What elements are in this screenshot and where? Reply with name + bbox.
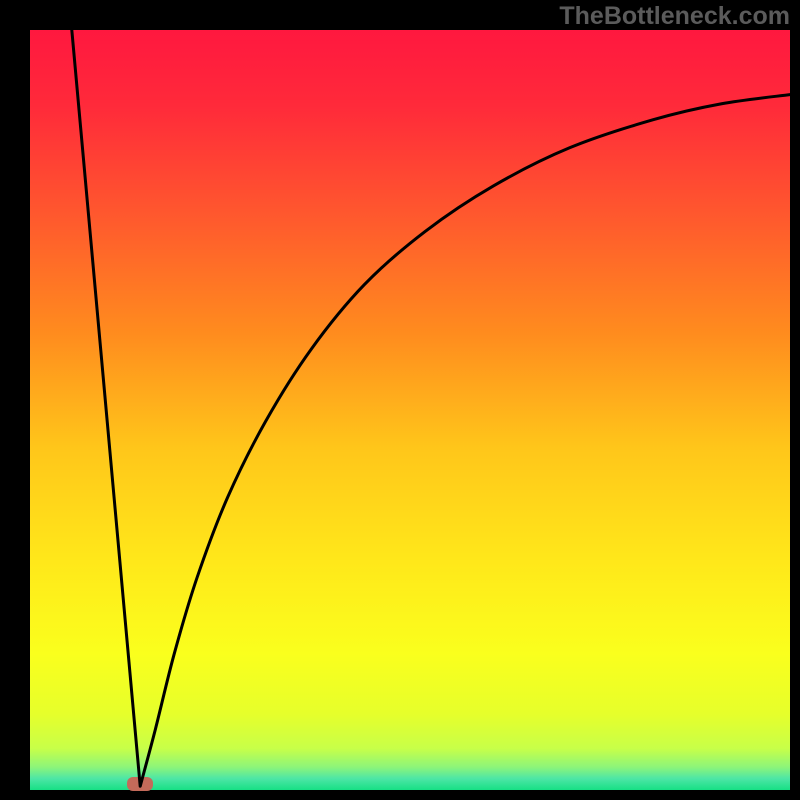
plot-area bbox=[30, 30, 790, 790]
bottleneck-curve bbox=[30, 30, 790, 790]
watermark-text: TheBottleneck.com bbox=[559, 2, 790, 31]
chart-container: TheBottleneck.com bbox=[0, 0, 800, 800]
